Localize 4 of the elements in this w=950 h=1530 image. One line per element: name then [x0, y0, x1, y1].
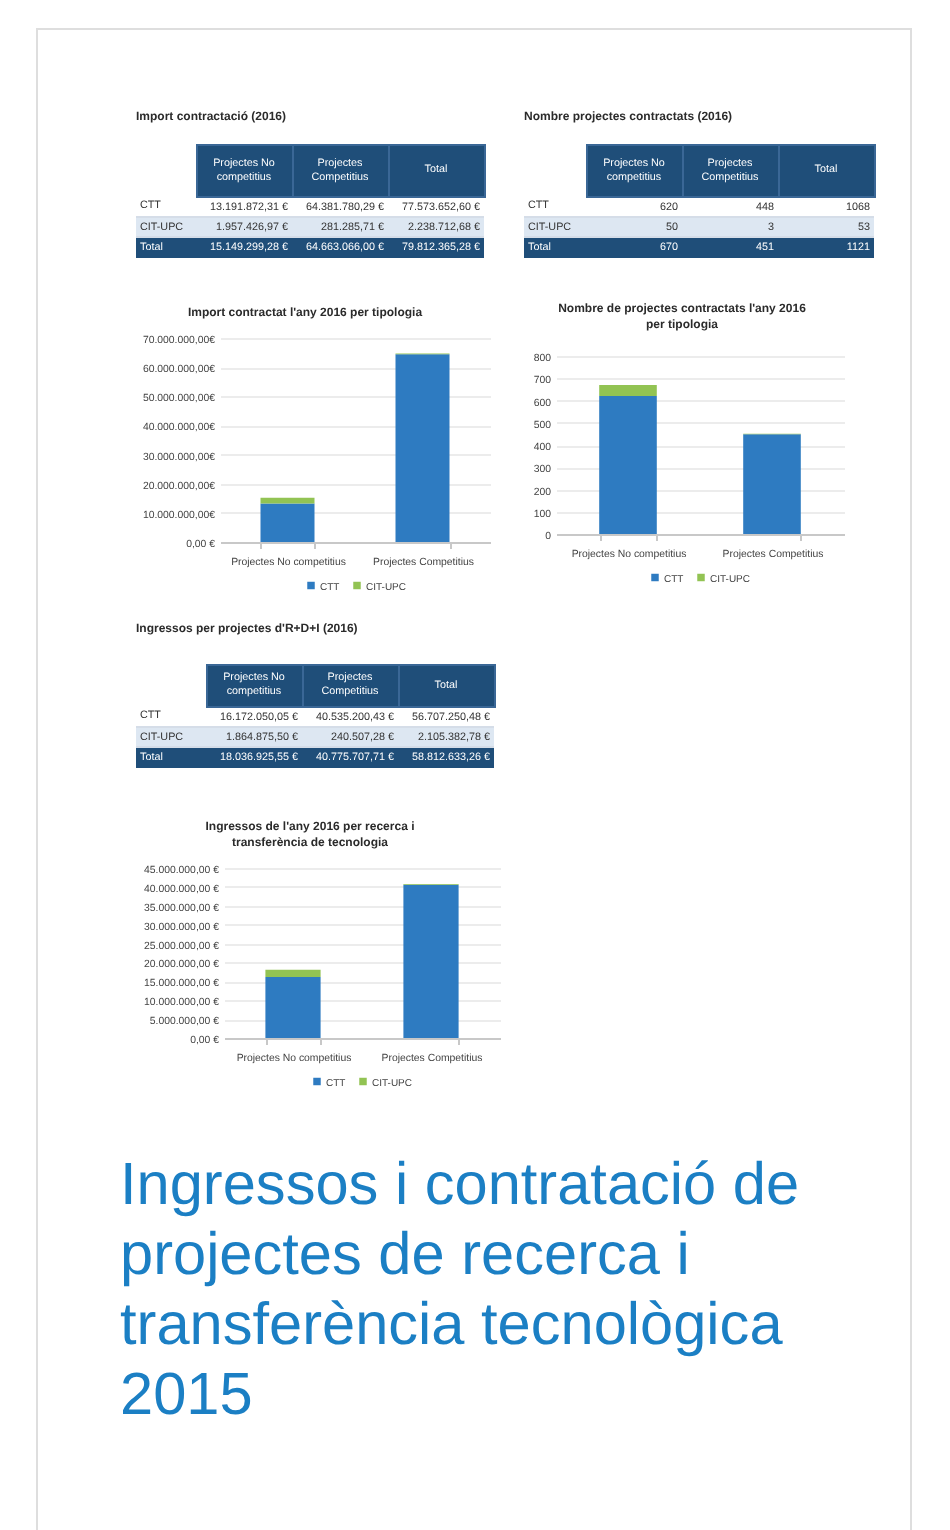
- bar: [599, 396, 657, 534]
- bar: [743, 434, 801, 534]
- text: Ingressos i contratació de projectes de recerca i transferència tecnològica 2015: [120, 1150, 802, 1430]
- bar: [599, 384, 657, 397]
